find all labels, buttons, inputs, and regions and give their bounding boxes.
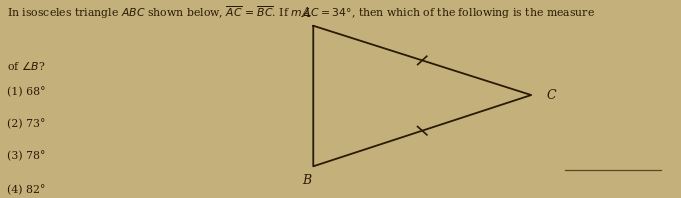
Text: A: A xyxy=(302,7,311,20)
Text: (1) 68°: (1) 68° xyxy=(7,87,46,98)
Text: B: B xyxy=(302,174,311,187)
Text: of $\angle B$?: of $\angle B$? xyxy=(7,59,46,72)
Text: (3) 78°: (3) 78° xyxy=(7,150,45,161)
Text: (4) 82°: (4) 82° xyxy=(7,184,45,195)
Text: C: C xyxy=(546,89,556,102)
Text: In isosceles triangle $ABC$ shown below, $\overline{AC}$ = $\overline{BC}$. If $: In isosceles triangle $ABC$ shown below,… xyxy=(7,4,595,21)
Text: (2) 73°: (2) 73° xyxy=(7,119,45,129)
